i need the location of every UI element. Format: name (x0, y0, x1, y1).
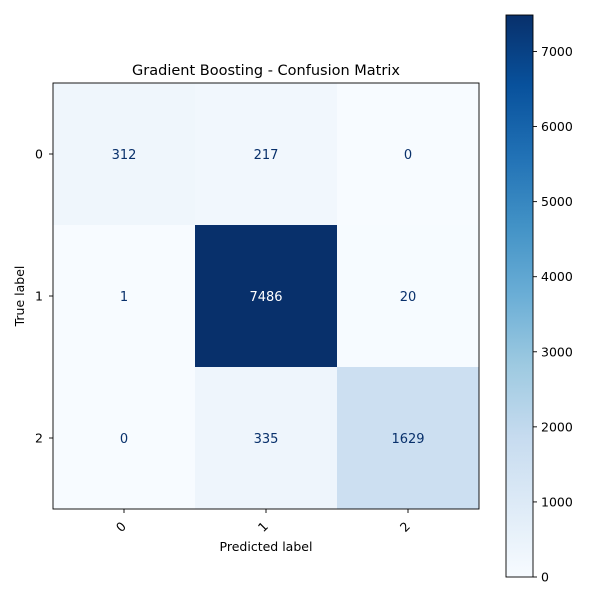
colorbar-tick-label: 1000 (541, 494, 573, 509)
heatmap-cells (53, 83, 479, 509)
colorbar-tick-label: 3000 (541, 344, 573, 359)
heatmap-cell (53, 83, 195, 225)
cell-value-label: 1629 (391, 432, 424, 447)
x-tick-label: 0 (113, 519, 129, 535)
heatmap-cell (195, 83, 337, 225)
heatmap-cell (53, 367, 195, 509)
x-tick-label: 2 (397, 519, 413, 535)
cell-value-label: 335 (254, 432, 279, 447)
y-tick-label: 1 (35, 289, 43, 304)
colorbar-tick-label: 5000 (541, 194, 573, 209)
y-tick-label: 2 (35, 431, 43, 446)
cell-value-label: 217 (254, 148, 279, 163)
heatmap-cell (337, 367, 479, 509)
heatmap-cell (195, 367, 337, 509)
colorbar-tick-label: 7000 (541, 44, 573, 59)
y-axis-ticks: 0 1 2 (35, 147, 53, 446)
y-tick-label: 0 (35, 147, 43, 162)
heatmap-cell (337, 225, 479, 367)
cell-value-label: 20 (400, 290, 417, 305)
colorbar-tick-label: 0 (541, 570, 549, 585)
cell-value-label: 312 (112, 148, 137, 163)
colorbar-tick-label: 2000 (541, 419, 573, 434)
y-axis-label: True label (12, 266, 27, 328)
heatmap-cell (337, 83, 479, 225)
chart-title: Gradient Boosting - Confusion Matrix (132, 63, 400, 79)
colorbar-ticks: 0 1000 2000 3000 4000 5000 6000 7000 (533, 44, 573, 585)
x-axis-ticks: 0 1 2 (113, 509, 413, 535)
heatmap-cell (53, 225, 195, 367)
heatmap-cell-labels: 312 217 0 1 7486 20 0 335 1629 (112, 148, 425, 447)
cell-value-label: 1 (120, 290, 128, 305)
cell-value-label: 7486 (249, 290, 282, 305)
heatmap-cell (195, 225, 337, 367)
cell-value-label: 0 (404, 148, 412, 163)
cell-value-label: 0 (120, 432, 128, 447)
colorbar-tick-label: 4000 (541, 269, 573, 284)
x-axis-label: Predicted label (220, 539, 313, 554)
colorbar (505, 14, 534, 578)
colorbar-tick-label: 6000 (541, 119, 573, 134)
x-tick-label: 1 (255, 519, 271, 535)
